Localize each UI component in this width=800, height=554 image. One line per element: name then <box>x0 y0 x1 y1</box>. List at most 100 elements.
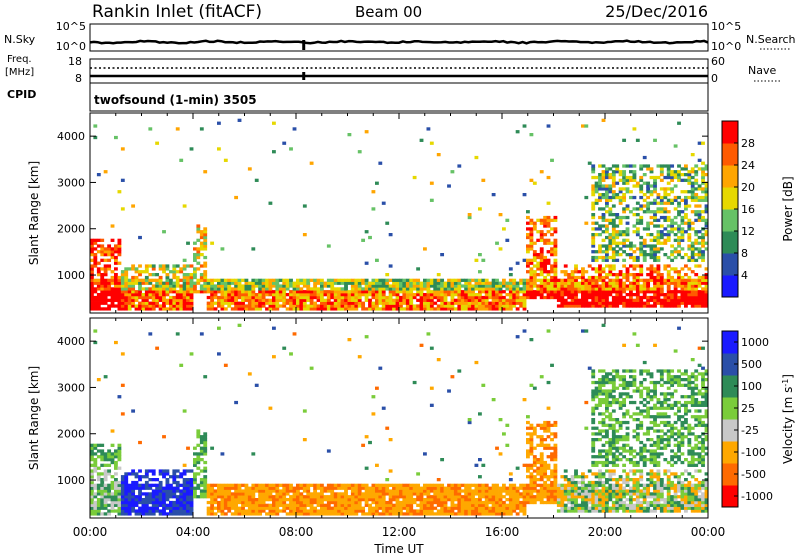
velocity-cell <box>543 475 548 479</box>
velocity-cell <box>268 492 273 496</box>
power-cell <box>392 293 396 297</box>
velocity-cell <box>326 495 331 499</box>
velocity-cell <box>227 492 232 496</box>
velocity-cell <box>378 486 383 490</box>
power-cell <box>478 207 482 211</box>
velocity-cell <box>381 406 386 410</box>
power-cell <box>478 295 482 300</box>
power-cell <box>302 284 307 288</box>
power-cell <box>577 298 582 302</box>
power-cell <box>162 295 166 300</box>
velocity-cell <box>539 438 544 442</box>
velocity-cell <box>423 500 427 505</box>
velocity-cell <box>522 509 527 513</box>
power-cell <box>673 247 678 251</box>
velocity-cell <box>220 483 225 487</box>
power-cell <box>670 298 675 302</box>
power-cell <box>223 290 228 294</box>
velocity-cell <box>594 489 599 493</box>
velocity-cell <box>241 506 245 510</box>
power-cell <box>632 195 637 200</box>
velocity-cell <box>162 500 166 505</box>
velocity-cell <box>357 486 362 490</box>
power-cell <box>502 307 506 311</box>
power-cell <box>515 295 520 300</box>
power-cell <box>659 201 664 205</box>
power-cell <box>618 270 623 274</box>
power-cell <box>144 264 149 268</box>
power-cell <box>522 301 527 305</box>
power-cell <box>189 304 194 308</box>
power-cell <box>179 267 184 271</box>
velocity-cell <box>282 503 287 507</box>
power-cell <box>694 178 699 182</box>
velocity-cell <box>594 460 599 465</box>
velocity-cell <box>244 503 249 507</box>
velocity-cell <box>103 498 108 502</box>
velocity-cell <box>457 369 462 373</box>
power-cell <box>457 278 462 282</box>
power-cell <box>526 258 530 262</box>
velocity-cell <box>429 403 434 407</box>
velocity-cell <box>381 483 386 487</box>
power-cell <box>426 307 431 311</box>
power-cell <box>632 213 637 217</box>
power-cell <box>381 284 386 288</box>
power-cell <box>230 290 235 294</box>
power-cell <box>690 247 695 251</box>
power-cell <box>313 290 318 294</box>
velocity-cell <box>272 503 276 507</box>
power-cell <box>223 278 228 282</box>
power-cell <box>632 230 637 234</box>
power-cell <box>330 290 335 294</box>
velocity-cell <box>478 486 482 490</box>
power-cell <box>392 307 396 311</box>
velocity-cell <box>347 503 352 507</box>
velocity-cell <box>587 495 592 499</box>
power-cell <box>670 250 675 254</box>
power-cell <box>131 290 136 294</box>
power-cell <box>285 287 290 291</box>
power-cell <box>536 290 541 294</box>
power-cell <box>673 221 678 225</box>
power-cell <box>656 290 661 294</box>
power-cell <box>646 187 651 191</box>
power-cell <box>670 295 675 300</box>
power-cell <box>172 267 177 271</box>
power-cell <box>629 284 633 288</box>
velocity-cell <box>423 486 427 490</box>
velocity-cell <box>515 486 520 490</box>
velocity-cell <box>344 489 348 493</box>
power-cell <box>189 287 194 291</box>
power-cell <box>701 218 705 222</box>
power-cell <box>124 293 129 297</box>
velocity-cell <box>556 492 561 496</box>
velocity-cell <box>519 503 524 507</box>
velocity-cell <box>371 395 376 399</box>
power-cell <box>608 233 613 237</box>
power-cell <box>687 224 692 228</box>
velocity-cell <box>426 503 431 507</box>
velocity-cell <box>570 478 575 482</box>
power-cell <box>659 233 664 237</box>
power-cell <box>502 284 506 288</box>
power-cell <box>539 253 544 257</box>
velocity-cell <box>508 512 513 516</box>
velocity-cell <box>337 509 342 513</box>
velocity-cell <box>453 512 458 516</box>
power-cell <box>704 298 709 302</box>
velocity-cell <box>292 500 297 505</box>
power-cell <box>402 284 407 288</box>
power-cell <box>629 273 633 277</box>
power-cell <box>587 275 592 280</box>
power-cell <box>697 158 702 162</box>
velocity-cell <box>155 492 160 496</box>
power-cell <box>694 170 699 174</box>
velocity-cell <box>378 366 383 370</box>
power-cell <box>608 241 613 245</box>
power-cell <box>371 307 376 311</box>
power-cell <box>697 304 702 308</box>
velocity-cell <box>138 489 142 493</box>
power-cell <box>543 255 548 260</box>
power-cell <box>639 250 644 254</box>
